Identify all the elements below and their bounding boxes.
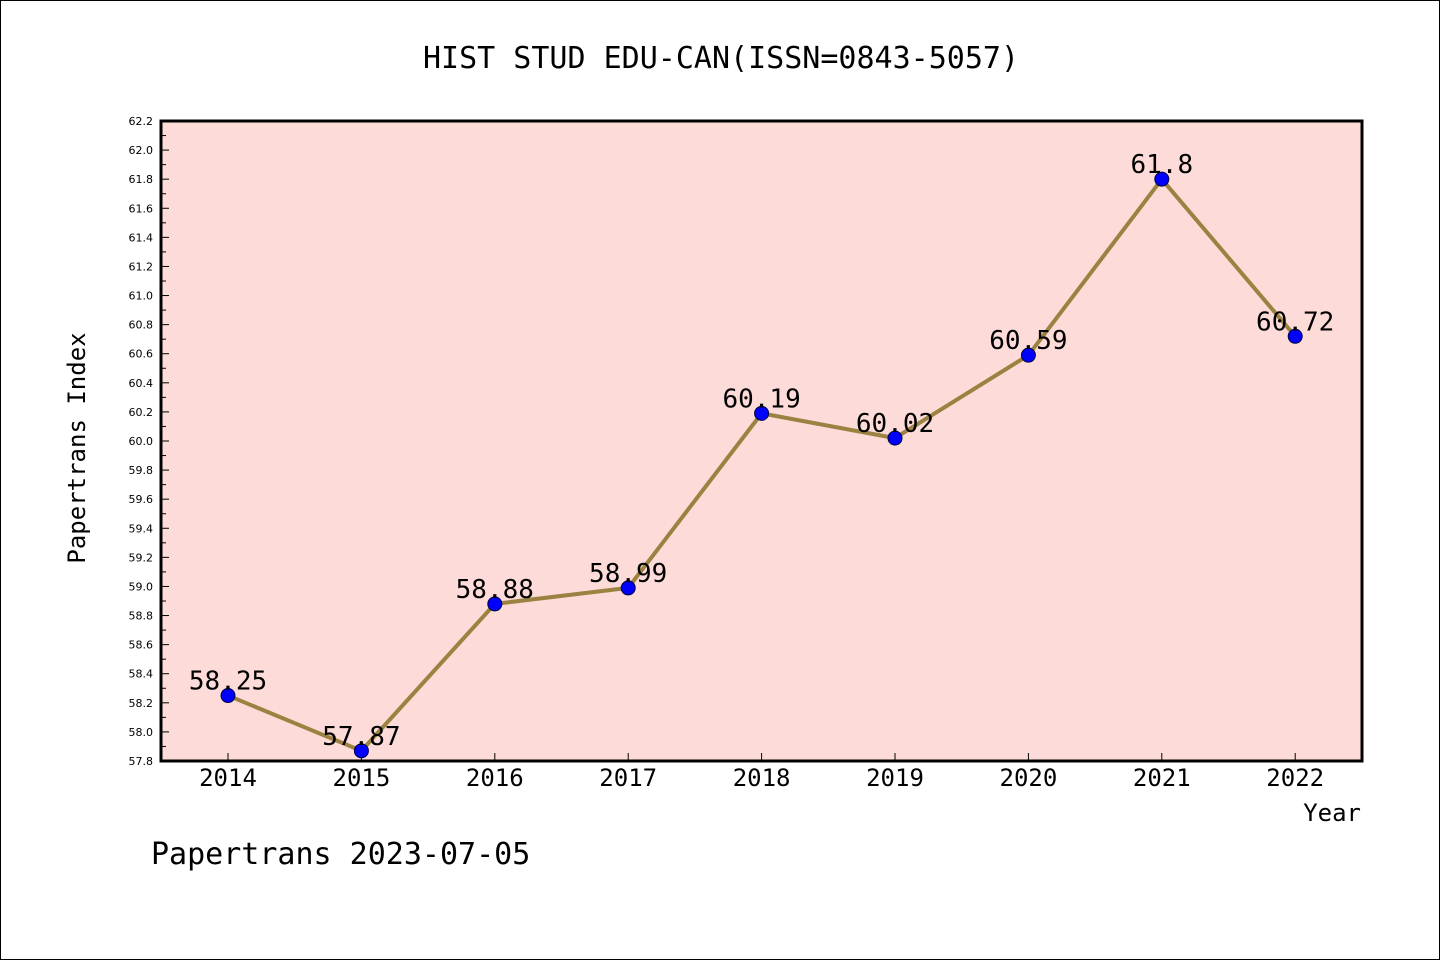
data-point	[887, 430, 903, 446]
y-tick-label: 61.4	[129, 231, 154, 244]
x-tick-label: 2019	[866, 764, 924, 792]
x-tick-label: 2021	[1133, 764, 1191, 792]
y-tick-label: 60.4	[129, 377, 154, 390]
y-tick-label: 58.8	[129, 610, 154, 623]
y-tick-label: 59.8	[129, 464, 154, 477]
y-axis-title: Papertrans Index	[63, 332, 91, 563]
data-markers	[220, 171, 1303, 759]
data-point	[1154, 171, 1170, 187]
chart-title: HIST STUD EDU-CAN(ISSN=0843-5057)	[423, 41, 1019, 76]
y-tick-label: 59.2	[129, 551, 154, 564]
data-labels: 58.25 57.87 58.88 58.99 60.19 60.02 60.59 61.8 6…	[189, 150, 1334, 752]
y-tick-label: 61.8	[129, 173, 154, 186]
y-tick-label: 60.2	[129, 406, 154, 419]
x-tick-label: 2022	[1266, 764, 1324, 792]
data-label: 58.88	[456, 575, 534, 605]
x-tick-label: 2018	[733, 764, 791, 792]
plot-area	[159, 119, 1364, 763]
x-axis-ticks: 2014 2015 2016 2017 2018 2019 2020 2021 2022	[199, 753, 1324, 792]
y-tick-label: 61.2	[129, 260, 154, 273]
y-tick-label: 62.2	[129, 115, 154, 128]
data-label: 60.19	[722, 384, 800, 414]
y-tick-label: 58.0	[129, 726, 154, 739]
data-label: 60.59	[989, 326, 1067, 356]
y-tick-label: 57.8	[129, 755, 154, 768]
data-point	[754, 405, 770, 421]
y-tick-label: 58.6	[129, 639, 154, 652]
data-point	[353, 743, 369, 759]
y-tick-label: 62.0	[129, 144, 154, 157]
x-tick-label: 2014	[199, 764, 257, 792]
data-label: 61.8	[1130, 150, 1193, 180]
x-tick-label: 2016	[466, 764, 524, 792]
y-tick-label: 60.0	[129, 435, 154, 448]
y-tick-label: 60.6	[129, 348, 154, 361]
y-tick-label: 58.4	[129, 668, 154, 681]
data-label: 58.99	[589, 559, 667, 589]
data-point	[1287, 328, 1303, 344]
data-point	[220, 688, 236, 704]
x-axis-title: Year	[1303, 799, 1361, 827]
y-tick-label: 60.8	[129, 319, 154, 332]
y-tick-label: 59.0	[129, 580, 154, 593]
y-tick-label: 59.6	[129, 493, 154, 506]
y-tick-label: 58.2	[129, 697, 154, 710]
data-label: 60.72	[1256, 307, 1334, 337]
x-tick-label: 2017	[599, 764, 657, 792]
y-tick-label: 61.0	[129, 290, 154, 303]
x-tick-label: 2020	[1000, 764, 1058, 792]
data-point	[487, 596, 503, 612]
data-label: 58.25	[189, 667, 267, 697]
y-axis-ticks: 57.8 58.0 58.2 58.4 58.6 58.8 59.0 59.2 59.4 59.6…	[129, 115, 169, 768]
data-label: 57.87	[322, 722, 400, 752]
data-point	[620, 580, 636, 596]
footer-watermark: Papertrans 2023-07-05	[151, 837, 530, 872]
y-tick-label: 59.4	[129, 522, 154, 535]
data-point	[1020, 347, 1036, 363]
y-tick-label: 61.6	[129, 202, 154, 215]
x-tick-label: 2015	[333, 764, 391, 792]
data-label: 60.02	[856, 409, 934, 439]
